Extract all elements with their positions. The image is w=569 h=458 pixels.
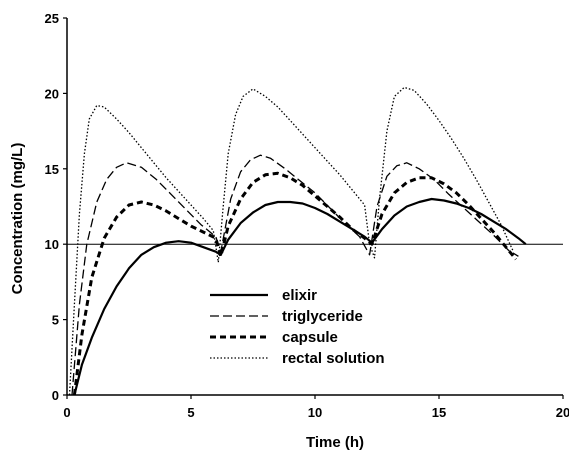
- y-tick-label: 25: [45, 11, 59, 26]
- y-axis-ticks: 0 5 10 15 20 25: [45, 11, 67, 403]
- series-line-elixir: [73, 197, 527, 396]
- x-axis-title: Time (h): [306, 434, 364, 451]
- series-line-capsule: [72, 171, 518, 396]
- legend-label: capsule: [282, 329, 338, 346]
- x-tick-label: 5: [187, 405, 194, 420]
- plot-lines: [67, 86, 563, 396]
- y-axis-title: Concentration (mg/L): [9, 143, 26, 295]
- y-tick-label: 15: [45, 162, 59, 177]
- y-tick-label: 10: [45, 237, 59, 252]
- y-tick-label: 20: [45, 86, 59, 101]
- series-line-rectal-solution: [68, 86, 514, 396]
- y-tick-label: 5: [52, 313, 59, 328]
- legend-label: rectal solution: [282, 350, 385, 367]
- x-tick-label: 20: [556, 405, 569, 420]
- legend-label: triglyceride: [282, 308, 363, 325]
- x-tick-label: 0: [63, 405, 70, 420]
- x-tick-label: 15: [432, 405, 446, 420]
- x-tick-label: 10: [308, 405, 322, 420]
- x-axis-ticks: 0 5 10 15 20: [63, 395, 569, 420]
- legend: elixir triglyceride capsule rectal solution: [210, 287, 385, 367]
- legend-label: elixir: [282, 287, 317, 304]
- y-tick-label: 0: [52, 388, 59, 403]
